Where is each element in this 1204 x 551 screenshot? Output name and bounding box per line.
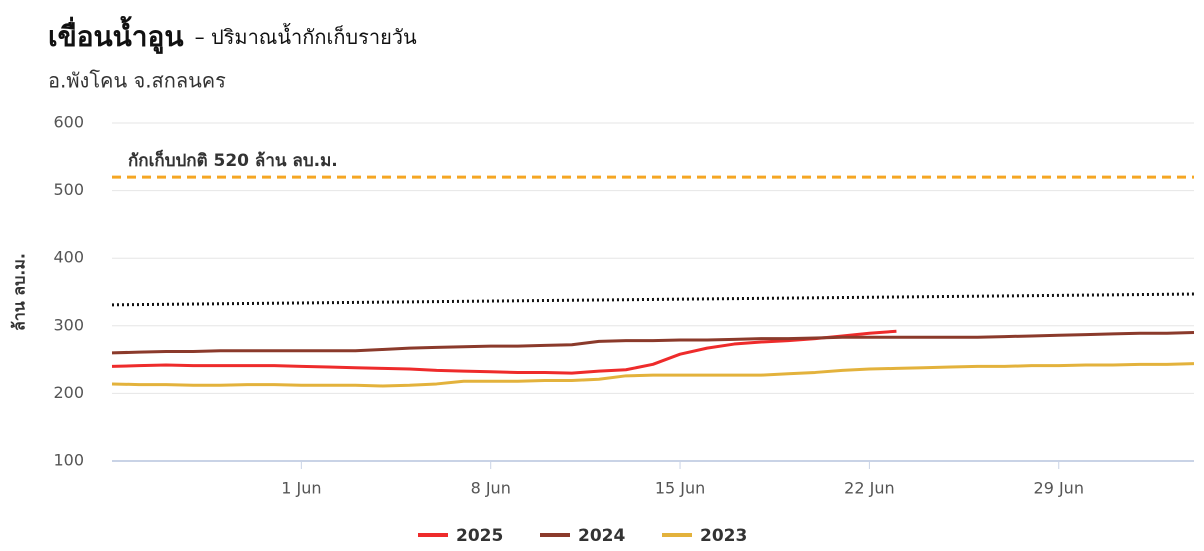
x-tick-label: 29 Jun [1034,479,1084,498]
x-tick-label: 8 Jun [471,479,511,498]
y-axis-label: ล้าน ลบ.ม. [10,253,29,331]
location: อ.พังโคน จ.สกลนคร [48,69,226,93]
y-tick-label: 100 [53,451,84,470]
y-tick-label: 200 [53,383,84,402]
chart-title: เขื่อนน้ำอูน – ปริมาณน้ำกักเก็บรายวัน [48,15,417,54]
y-tick-label: 600 [53,113,84,132]
series-line [111,292,1195,307]
reference-label: กักเก็บปกติ 520 ล้าน ลบ.ม. [128,148,338,171]
legend-label: 2024 [578,526,625,546]
legend-label: 2025 [456,526,503,546]
y-tick-label: 400 [53,248,84,267]
legend-label: 2023 [700,526,747,546]
series-line [111,329,897,375]
subtitle: – ปริมาณน้ำกักเก็บรายวัน [195,23,417,49]
title: เขื่อนน้ำอูน [48,15,184,54]
x-tick-label: 1 Jun [281,479,321,498]
y-tick-label: 500 [53,180,84,199]
y-tick-label: 300 [53,315,84,334]
series-line [111,362,1195,388]
x-tick-label: 15 Jun [655,479,705,498]
series-line [111,331,1195,355]
x-tick-label: 22 Jun [844,479,894,498]
